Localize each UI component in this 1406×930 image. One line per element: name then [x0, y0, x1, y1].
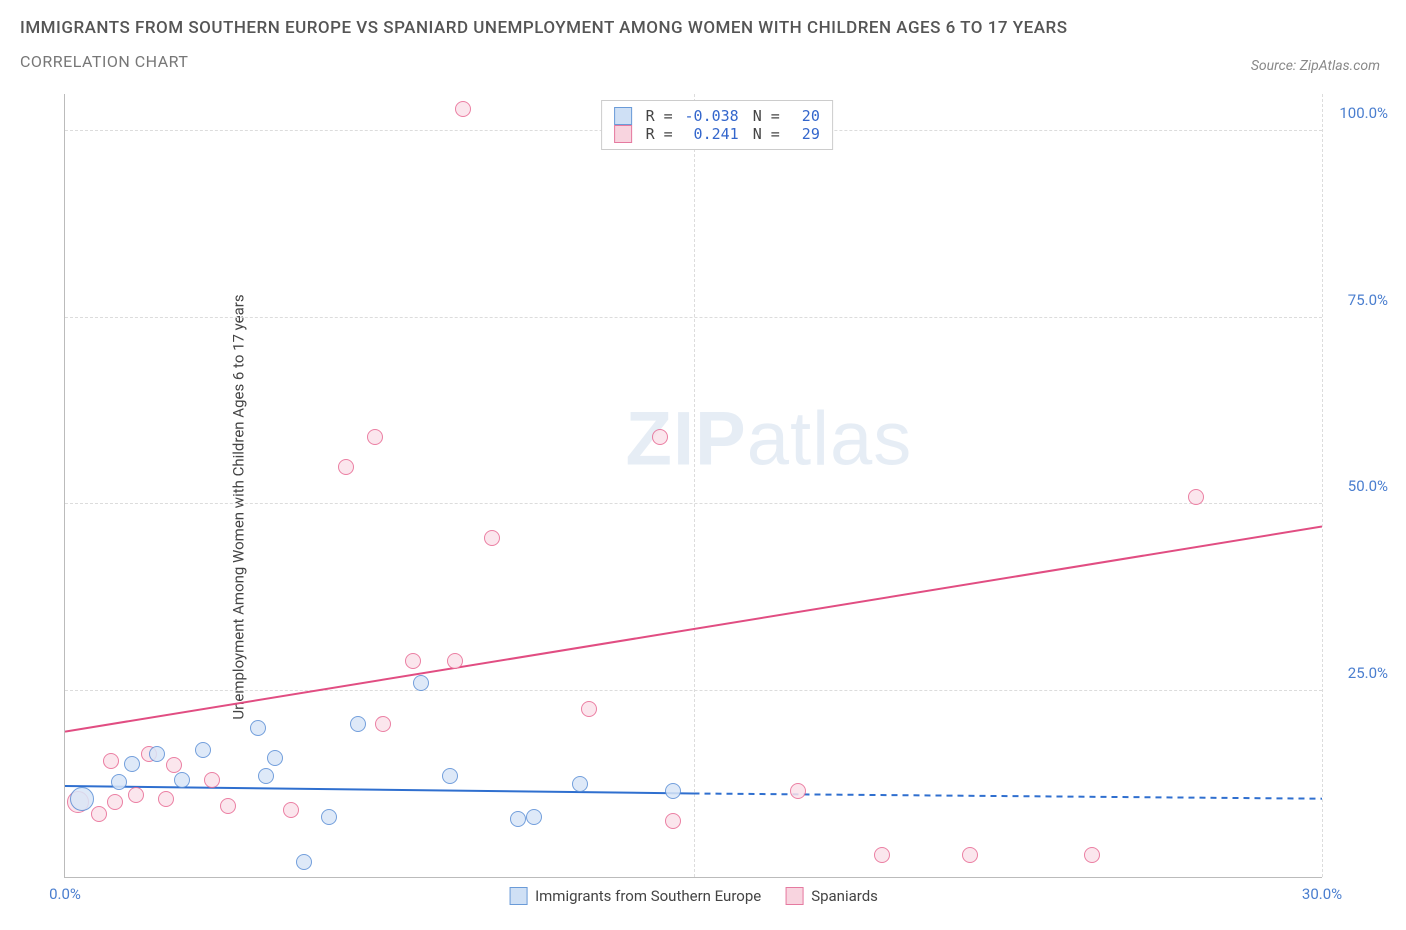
r-value-a: -0.038: [683, 107, 739, 125]
source-name: ZipAtlas.com: [1300, 58, 1380, 74]
point-series-a: [258, 768, 274, 784]
point-series-b: [665, 813, 681, 829]
n-label: N =: [753, 107, 780, 125]
point-series-a: [442, 768, 458, 784]
y-tick-label: 75.0%: [1348, 291, 1388, 309]
x-tick-label: 30.0%: [1302, 885, 1342, 903]
series-b-name: Spaniards: [811, 887, 878, 905]
n-value-b: 29: [802, 125, 820, 143]
y-tick-label: 25.0%: [1348, 664, 1388, 682]
point-series-b: [283, 802, 299, 818]
legend-row: R = 0.241 N = 29: [614, 125, 820, 143]
r-value-b: 0.241: [683, 125, 739, 143]
point-series-b: [962, 847, 978, 863]
point-series-a: [526, 809, 542, 825]
point-series-b: [367, 429, 383, 445]
legend-row: R = -0.038 N = 20: [614, 107, 820, 125]
watermark: ZIPatlas: [626, 395, 913, 482]
point-series-b: [405, 653, 421, 669]
point-series-b: [652, 429, 668, 445]
vgrid-line: [1322, 94, 1323, 877]
legend-item: Spaniards: [785, 887, 878, 905]
point-series-b: [1084, 847, 1100, 863]
point-series-b: [447, 653, 463, 669]
point-series-a: [149, 746, 165, 762]
point-series-b: [338, 459, 354, 475]
point-series-a: [572, 776, 588, 792]
point-series-b: [107, 794, 123, 810]
chart-container: Unemployment Among Women with Children A…: [10, 94, 1396, 920]
point-series-b: [128, 787, 144, 803]
point-series-b: [484, 530, 500, 546]
scatter-plot: ZIPatlas R = -0.038 N = 20 R = 0.241 N =…: [64, 94, 1322, 878]
point-series-a: [250, 720, 266, 736]
series-a-name: Immigrants from Southern Europe: [535, 887, 761, 905]
point-series-b: [204, 772, 220, 788]
chart-subtitle: CORRELATION CHART: [20, 52, 1386, 71]
swatch-series-a: [509, 887, 527, 905]
point-series-a: [350, 716, 366, 732]
x-tick-label: 0.0%: [49, 885, 81, 903]
point-series-b: [874, 847, 890, 863]
watermark-bold: ZIP: [626, 396, 747, 481]
series-legend: Immigrants from Southern Europe Spaniard…: [509, 887, 878, 905]
point-series-a: [296, 854, 312, 870]
point-series-b: [220, 798, 236, 814]
point-series-a: [413, 675, 429, 691]
correlation-legend: R = -0.038 N = 20 R = 0.241 N = 29: [601, 100, 833, 150]
r-label: R =: [646, 107, 673, 125]
vgrid-line: [694, 94, 695, 877]
swatch-series-b: [785, 887, 803, 905]
n-label: N =: [753, 125, 780, 143]
point-series-a: [124, 756, 140, 772]
chart-title: IMMIGRANTS FROM SOUTHERN EUROPE VS SPANI…: [20, 18, 1386, 38]
point-series-a: [267, 750, 283, 766]
y-tick-label: 100.0%: [1339, 104, 1388, 122]
source-attribution: Source: ZipAtlas.com: [1251, 58, 1380, 74]
point-series-b: [790, 783, 806, 799]
swatch-series-b: [614, 125, 632, 143]
point-series-b: [91, 806, 107, 822]
point-series-b: [1188, 489, 1204, 505]
point-series-a: [111, 774, 127, 790]
r-label: R =: [646, 125, 673, 143]
title-area: IMMIGRANTS FROM SOUTHERN EUROPE VS SPANI…: [0, 0, 1406, 81]
point-series-b: [455, 101, 471, 117]
point-series-b: [166, 757, 182, 773]
point-series-a: [174, 772, 190, 788]
point-series-a: [665, 783, 681, 799]
source-prefix: Source:: [1251, 58, 1300, 74]
swatch-series-a: [614, 107, 632, 125]
point-series-a: [510, 811, 526, 827]
legend-item: Immigrants from Southern Europe: [509, 887, 761, 905]
point-series-b: [158, 791, 174, 807]
point-series-b: [375, 716, 391, 732]
n-value-a: 20: [802, 107, 820, 125]
point-series-a: [321, 809, 337, 825]
point-series-a: [195, 742, 211, 758]
y-tick-label: 50.0%: [1348, 477, 1388, 495]
point-series-a: [70, 787, 94, 811]
watermark-rest: atlas: [747, 396, 913, 481]
point-series-b: [103, 753, 119, 769]
point-series-b: [581, 701, 597, 717]
